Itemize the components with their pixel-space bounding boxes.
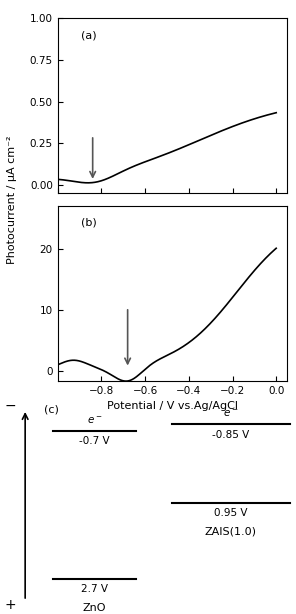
Text: Photocurrent / μA cm⁻²: Photocurrent / μA cm⁻² bbox=[7, 135, 17, 264]
Text: -0.85 V: -0.85 V bbox=[212, 430, 250, 440]
Text: (c): (c) bbox=[44, 405, 59, 414]
Text: $e^-$: $e^-$ bbox=[223, 408, 239, 419]
Text: -0.7 V: -0.7 V bbox=[79, 436, 110, 446]
Text: ZnO: ZnO bbox=[83, 603, 107, 613]
Text: 2.7 V: 2.7 V bbox=[81, 585, 108, 594]
Text: (a): (a) bbox=[81, 31, 96, 41]
Text: 0.95 V: 0.95 V bbox=[214, 508, 248, 518]
Text: $-$: $-$ bbox=[4, 398, 17, 412]
Text: (b): (b) bbox=[81, 218, 96, 228]
Text: ZAIS(1.0): ZAIS(1.0) bbox=[205, 527, 257, 537]
Text: $e^-$: $e^-$ bbox=[87, 414, 102, 426]
X-axis label: Potential / V vs.Ag/AgCl: Potential / V vs.Ag/AgCl bbox=[107, 401, 238, 411]
Text: $+$: $+$ bbox=[4, 598, 16, 612]
